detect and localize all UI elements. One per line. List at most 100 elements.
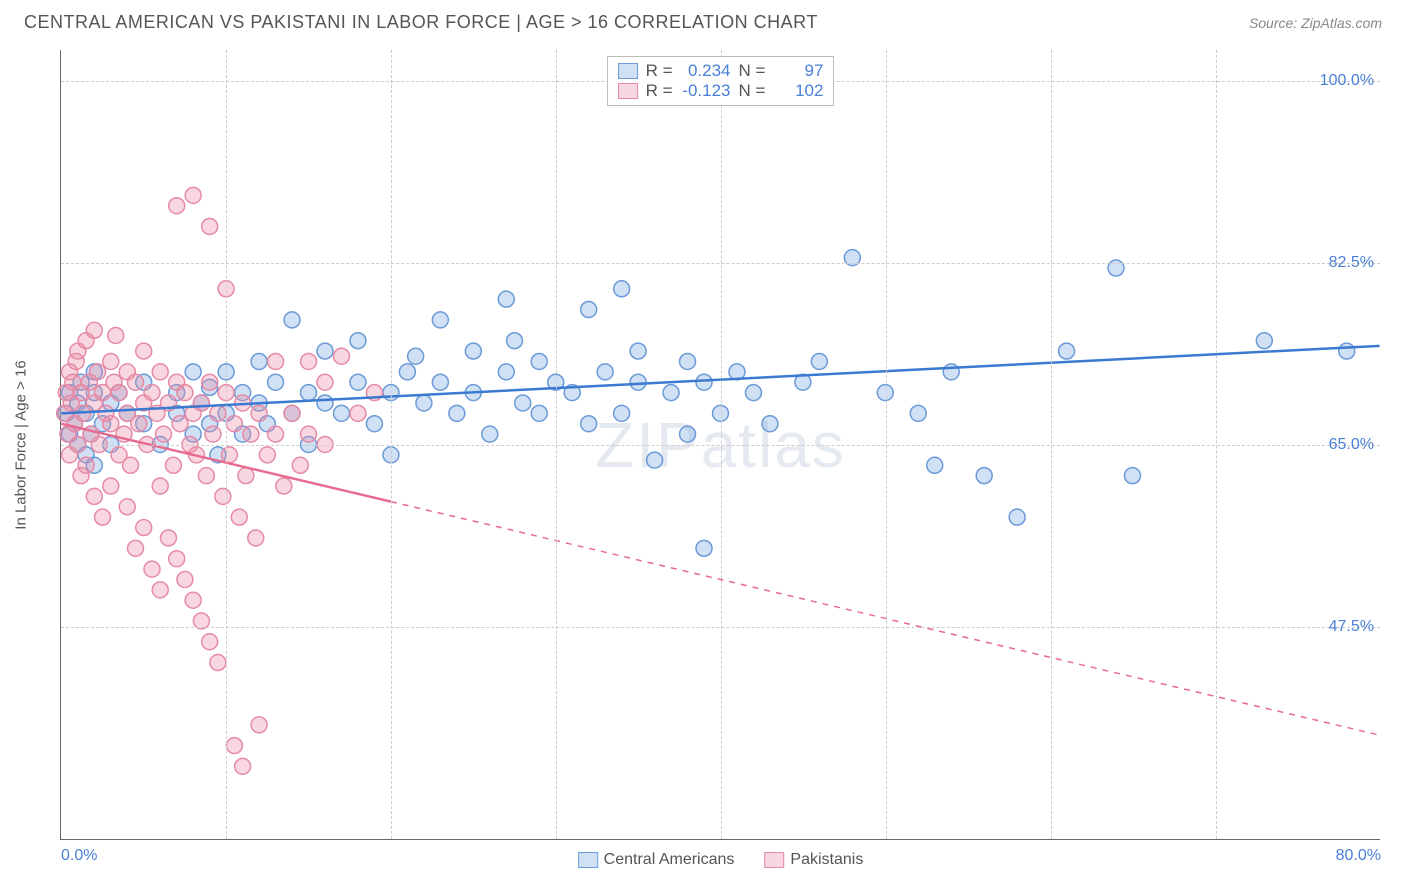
scatter-point — [268, 426, 284, 442]
legend-label-series2: Pakistanis — [790, 851, 863, 869]
legend-row-series1: R = 0.234 N = 97 — [618, 61, 824, 81]
gridline — [1216, 50, 1217, 839]
scatter-point — [301, 353, 317, 369]
scatter-point — [221, 447, 237, 463]
scatter-point — [482, 426, 498, 442]
scatter-point — [136, 343, 152, 359]
scatter-point — [210, 405, 226, 421]
scatter-point — [108, 328, 124, 344]
scatter-point — [128, 374, 144, 390]
scatter-point — [165, 457, 181, 473]
scatter-point — [90, 364, 106, 380]
scatter-point — [152, 364, 168, 380]
scatter-point — [581, 416, 597, 432]
legend-n-value-1: 97 — [773, 61, 823, 81]
legend-swatch-series2 — [618, 83, 638, 99]
scatter-point — [333, 348, 349, 364]
scatter-point — [169, 198, 185, 214]
scatter-point — [663, 385, 679, 401]
scatter-point — [202, 374, 218, 390]
scatter-point — [152, 582, 168, 598]
scatter-point — [317, 395, 333, 411]
scatter-point — [276, 478, 292, 494]
scatter-point — [745, 385, 761, 401]
scatter-point — [292, 457, 308, 473]
scatter-point — [202, 634, 218, 650]
scatter-point — [1124, 468, 1140, 484]
y-axis-label: In Labor Force | Age > 16 — [13, 360, 30, 529]
scatter-point — [301, 385, 317, 401]
scatter-point — [131, 416, 147, 432]
scatter-point — [238, 468, 254, 484]
scatter-point — [136, 520, 152, 536]
scatter-point — [630, 343, 646, 359]
scatter-point — [498, 291, 514, 307]
scatter-point — [259, 447, 275, 463]
legend-r-label: R = — [646, 61, 673, 81]
scatter-point — [243, 426, 259, 442]
legend-row-series2: R = -0.123 N = 102 — [618, 81, 824, 101]
scatter-point — [762, 416, 778, 432]
scatter-point — [333, 405, 349, 421]
scatter-point — [498, 364, 514, 380]
scatter-point — [103, 353, 119, 369]
scatter-point — [350, 405, 366, 421]
y-tick-label: 65.0% — [1329, 436, 1374, 454]
scatter-point — [160, 530, 176, 546]
scatter-point — [111, 385, 127, 401]
scatter-point — [366, 416, 382, 432]
scatter-point — [123, 457, 139, 473]
series-legend: Central Americans Pakistanis — [578, 851, 864, 869]
legend-swatch-series1 — [618, 63, 638, 79]
legend-r-label: R = — [646, 81, 673, 101]
scatter-point — [943, 364, 959, 380]
scatter-point — [399, 364, 415, 380]
legend-item-series1: Central Americans — [578, 851, 735, 869]
scatter-point — [268, 374, 284, 390]
scatter-point — [680, 353, 696, 369]
scatter-point — [86, 488, 102, 504]
scatter-point — [177, 385, 193, 401]
scatter-point — [1059, 343, 1075, 359]
scatter-point — [156, 426, 172, 442]
legend-item-series2: Pakistanis — [764, 851, 863, 869]
scatter-point — [507, 333, 523, 349]
scatter-point — [811, 353, 827, 369]
scatter-point — [317, 343, 333, 359]
scatter-point — [301, 426, 317, 442]
legend-r-value-2: -0.123 — [681, 81, 731, 101]
scatter-point — [614, 405, 630, 421]
correlation-legend: R = 0.234 N = 97 R = -0.123 N = 102 — [607, 56, 835, 106]
scatter-point — [198, 468, 214, 484]
legend-r-value-1: 0.234 — [681, 61, 731, 81]
scatter-point — [103, 478, 119, 494]
scatter-point — [226, 416, 242, 432]
scatter-point — [976, 468, 992, 484]
scatter-point — [251, 405, 267, 421]
scatter-point — [185, 592, 201, 608]
scatter-point — [647, 452, 663, 468]
gridline — [886, 50, 887, 839]
scatter-point — [515, 395, 531, 411]
scatter-point — [531, 405, 547, 421]
scatter-point — [103, 416, 119, 432]
legend-n-label: N = — [739, 81, 766, 101]
scatter-point — [144, 385, 160, 401]
scatter-point — [193, 395, 209, 411]
scatter-point — [680, 426, 696, 442]
scatter-point — [128, 540, 144, 556]
scatter-point — [531, 353, 547, 369]
scatter-point — [1256, 333, 1272, 349]
y-tick-label: 82.5% — [1329, 254, 1374, 272]
scatter-point — [350, 333, 366, 349]
scatter-point — [119, 499, 135, 515]
legend-label-series1: Central Americans — [604, 851, 735, 869]
scatter-point — [95, 509, 111, 525]
scatter-point — [172, 416, 188, 432]
scatter-point — [144, 561, 160, 577]
scatter-point — [630, 374, 646, 390]
chart-title: CENTRAL AMERICAN VS PAKISTANI IN LABOR F… — [24, 12, 818, 33]
chart-plot-area: In Labor Force | Age > 16 ZIPatlas R = 0… — [60, 50, 1380, 840]
scatter-point — [927, 457, 943, 473]
source-label: Source: ZipAtlas.com — [1249, 15, 1382, 31]
